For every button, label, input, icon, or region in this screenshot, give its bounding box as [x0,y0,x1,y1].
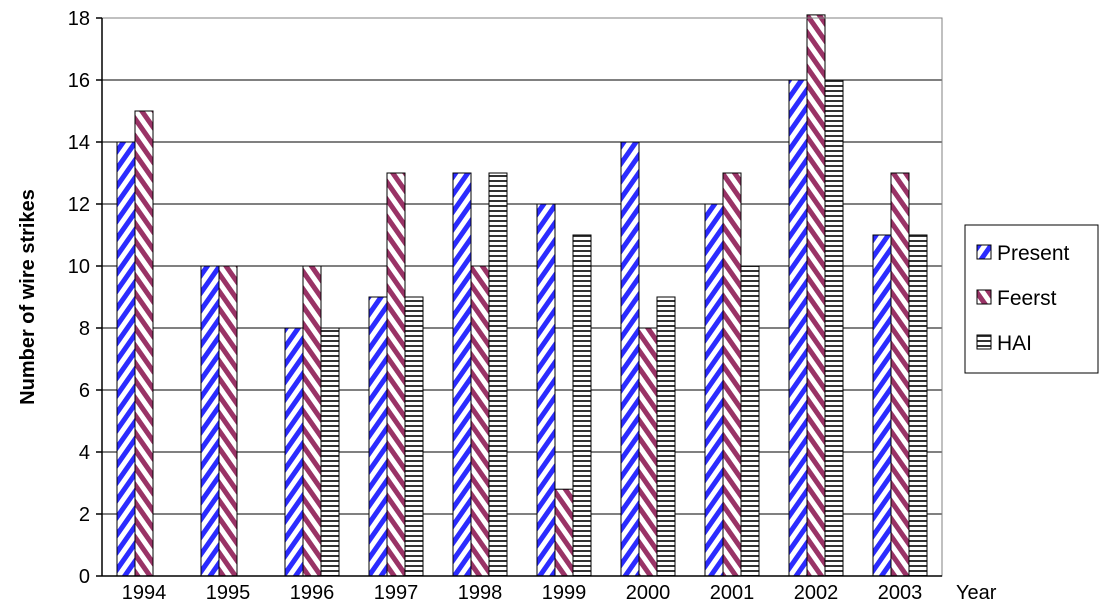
bar-present-1997 [368,296,388,577]
bar-feerst-1994 [134,110,154,577]
x-tick-label: 2003 [878,582,923,604]
x-tick-label: 1999 [542,582,587,604]
x-tick-label: 2001 [710,582,755,604]
bar-present-1995 [200,265,220,577]
y-tick-label: 18 [68,8,90,30]
y-tick-label: 12 [68,194,90,216]
x-tick-label: 2002 [794,582,839,604]
x-tick-labels: 1994 1995 1996 1997 1998 1999 2000 2001 2002 2003 [122,582,923,604]
bar-present-2002 [788,79,808,577]
bar-feerst-2001 [722,172,742,577]
bar-feerst-2003 [890,172,910,577]
legend-label: Feerst [997,287,1057,310]
bar-present-1999 [536,203,556,577]
x-tick-label: 1997 [374,582,419,604]
bar-feerst-1999 [554,488,574,577]
legend-swatch [976,289,992,305]
bar-hai-1998 [488,172,508,577]
x-tick-label: 1998 [458,582,503,604]
bar-feerst-2000 [638,327,658,577]
y-tick-labels: 0 2 4 6 8 10 12 14 16 18 [68,8,90,588]
bar-present-2003 [872,234,892,577]
bar-present-1994 [116,141,136,577]
y-axis-label: Number of wire strikes [17,189,39,405]
x-axis-label: Year [956,582,997,604]
bar-feerst-1995 [218,265,238,577]
bar-hai-1999 [572,234,592,577]
y-tick-label: 16 [68,70,90,92]
bar-feerst-1996 [302,265,322,577]
bar-hai-2003 [908,234,928,577]
y-tick-label: 14 [68,132,90,154]
bar-present-1998 [452,172,472,577]
bar-hai-1996 [320,327,340,577]
bar-hai-2000 [656,296,676,577]
x-tick-label: 1996 [290,582,335,604]
y-tick-label: 8 [79,318,90,340]
bar-present-1996 [284,327,304,577]
bar-hai-1997 [404,296,424,577]
x-tick-label: 2000 [626,582,671,604]
bars-group [116,14,928,577]
legend-label: Present [997,242,1070,265]
bar-hai-2002 [824,79,844,577]
legend-label: HAI [997,332,1032,355]
y-tick-label: 6 [79,380,90,402]
y-tick-label: 0 [79,566,90,588]
legend-swatch [976,244,992,260]
bar-present-2001 [704,203,724,577]
bar-feerst-1998 [470,265,490,577]
bar-feerst-1997 [386,172,406,577]
bar-hai-2001 [740,265,760,577]
legend-swatch [976,334,992,350]
x-tick-label: 1994 [122,582,167,604]
x-tick-label: 1995 [206,582,251,604]
y-tick-label: 4 [79,442,90,464]
legend: Present Feerst HAI [964,224,1099,374]
bar-feerst-2002 [806,14,826,577]
bar-present-2000 [620,141,640,577]
axes [96,17,943,577]
y-tick-label: 2 [79,504,90,526]
y-tick-label: 10 [68,256,90,278]
